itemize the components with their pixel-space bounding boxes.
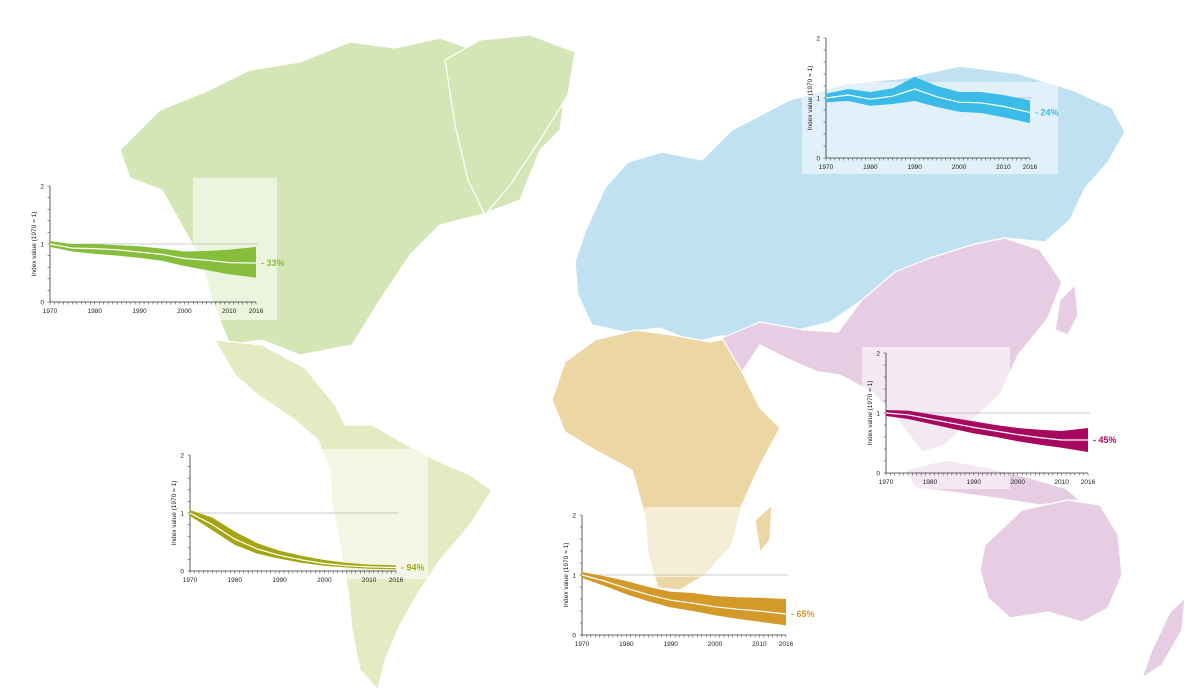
x-tick-label: 1990 (663, 641, 678, 648)
latin-america-lpi-chart: 1970 1980 1990 2000 2010 2016 0 1 2 Index value (… (170, 449, 430, 591)
x-tick-label: 1990 (967, 479, 982, 486)
north-america-lpi-chart: 1970 1980 1990 2000 2010 2016 0 1 2 Index value (… (30, 178, 285, 320)
y-tick-label: 2 (180, 453, 184, 460)
x-tick-label: 1980 (619, 641, 634, 648)
x-tick-label: 2016 (249, 308, 264, 315)
change-label: - 65% (791, 609, 815, 619)
y-axis-title: Index value (1970 = 1) (807, 66, 814, 131)
y-tick-label: 1 (816, 96, 820, 103)
change-label: - 45% (1093, 435, 1117, 445)
x-tick-label: 1980 (88, 308, 103, 315)
x-tick-label: 2000 (177, 308, 192, 315)
europe-central-asia-lpi-chart: 1970 1980 1990 2000 2010 2016 0 1 2 Index value (… (802, 32, 1059, 174)
africa-chart-svg: 1970 1980 1990 2000 2010 2016 0 1 2 Index value (… (563, 507, 815, 648)
y-tick-label: 1 (572, 573, 576, 580)
x-tick-label: 1980 (923, 479, 938, 486)
chart-highlight-block (645, 507, 745, 577)
new-zealand-region (1141, 597, 1186, 679)
confidence-band (50, 241, 256, 278)
x-tick-label: 2000 (708, 641, 723, 648)
y-tick-label: 2 (876, 351, 880, 358)
index-line (581, 574, 787, 615)
y-tick-label: 1 (876, 411, 880, 418)
confidence-band (826, 77, 1030, 124)
y-tick-label: 0 (180, 569, 184, 576)
y-tick-label: 0 (816, 156, 820, 163)
confidence-band (190, 510, 396, 570)
x-tick-label: 2010 (222, 308, 237, 315)
y-axis-title: Index value (1970 = 1) (867, 381, 874, 446)
africa-lpi-chart: 1970 1980 1990 2000 2010 2016 0 1 2 Index value (… (560, 507, 815, 653)
asia-pacific-chart-svg: 1970 1980 1990 2000 2010 2016 0 1 2 Index value (… (862, 347, 1117, 489)
index-line (825, 88, 1031, 113)
x-tick-label: 1990 (272, 577, 287, 584)
y-tick-label: 2 (40, 184, 44, 191)
chart-highlight-block (193, 178, 277, 320)
x-tick-label: 2016 (1023, 164, 1038, 171)
change-label: - 33% (261, 258, 285, 268)
x-tick-label: 2000 (1011, 479, 1026, 486)
north-america-chart-svg: 1970 1980 1990 2000 2010 2016 0 1 2 Index value (… (31, 178, 285, 320)
confidence-band (582, 572, 786, 626)
x-tick-label: 1970 (879, 479, 894, 486)
y-axis-title: Index value (1970 = 1) (171, 481, 178, 546)
x-tick-label: 1970 (575, 641, 590, 648)
x-tick-label: 2000 (952, 164, 967, 171)
europe-central-asia-chart-svg: 1970 1980 1990 2000 2010 2016 0 1 2 Index value (… (802, 36, 1059, 174)
asia-pacific-lpi-chart: 1970 1980 1990 2000 2010 2016 0 1 2 Index value (… (862, 347, 1120, 489)
madagascar-region (754, 504, 773, 553)
index-line (49, 243, 257, 264)
x-tick-label: 2016 (389, 577, 404, 584)
greenland-region (444, 34, 576, 216)
latin-america-chart-svg: 1970 1980 1990 2000 2010 2016 0 1 2 Index value (… (171, 449, 428, 584)
x-tick-label: 1970 (183, 577, 198, 584)
y-tick-label: 2 (572, 513, 576, 520)
x-tick-label: 1970 (43, 308, 58, 315)
x-tick-label: 1980 (228, 577, 243, 584)
y-tick-label: 2 (816, 36, 820, 43)
x-tick-label: 2010 (996, 164, 1011, 171)
x-tick-label: 2010 (752, 641, 767, 648)
y-axis-title: Index value (1970 = 1) (31, 212, 38, 277)
y-tick-label: 1 (40, 242, 44, 249)
x-tick-label: 1980 (863, 164, 878, 171)
x-tick-label: 2016 (1081, 479, 1096, 486)
index-line (189, 512, 397, 569)
change-label: - 24% (1035, 107, 1059, 117)
change-label: - 94% (401, 563, 425, 573)
x-tick-label: 2010 (362, 577, 377, 584)
japan-region (1054, 284, 1079, 336)
x-tick-label: 2010 (1054, 479, 1069, 486)
y-tick-label: 0 (572, 633, 576, 640)
y-tick-label: 1 (180, 511, 184, 518)
x-tick-label: 2016 (779, 641, 794, 648)
australia-region (979, 499, 1123, 623)
y-axis-title: Index value (1970 = 1) (563, 543, 570, 608)
x-tick-label: 2000 (317, 577, 332, 584)
chart-highlight-block (320, 449, 428, 579)
y-tick-label: 0 (876, 471, 880, 478)
index-line (885, 412, 1088, 441)
y-tick-label: 0 (40, 300, 44, 307)
x-tick-label: 1990 (132, 308, 147, 315)
x-tick-label: 1990 (907, 164, 922, 171)
x-tick-label: 1970 (819, 164, 834, 171)
